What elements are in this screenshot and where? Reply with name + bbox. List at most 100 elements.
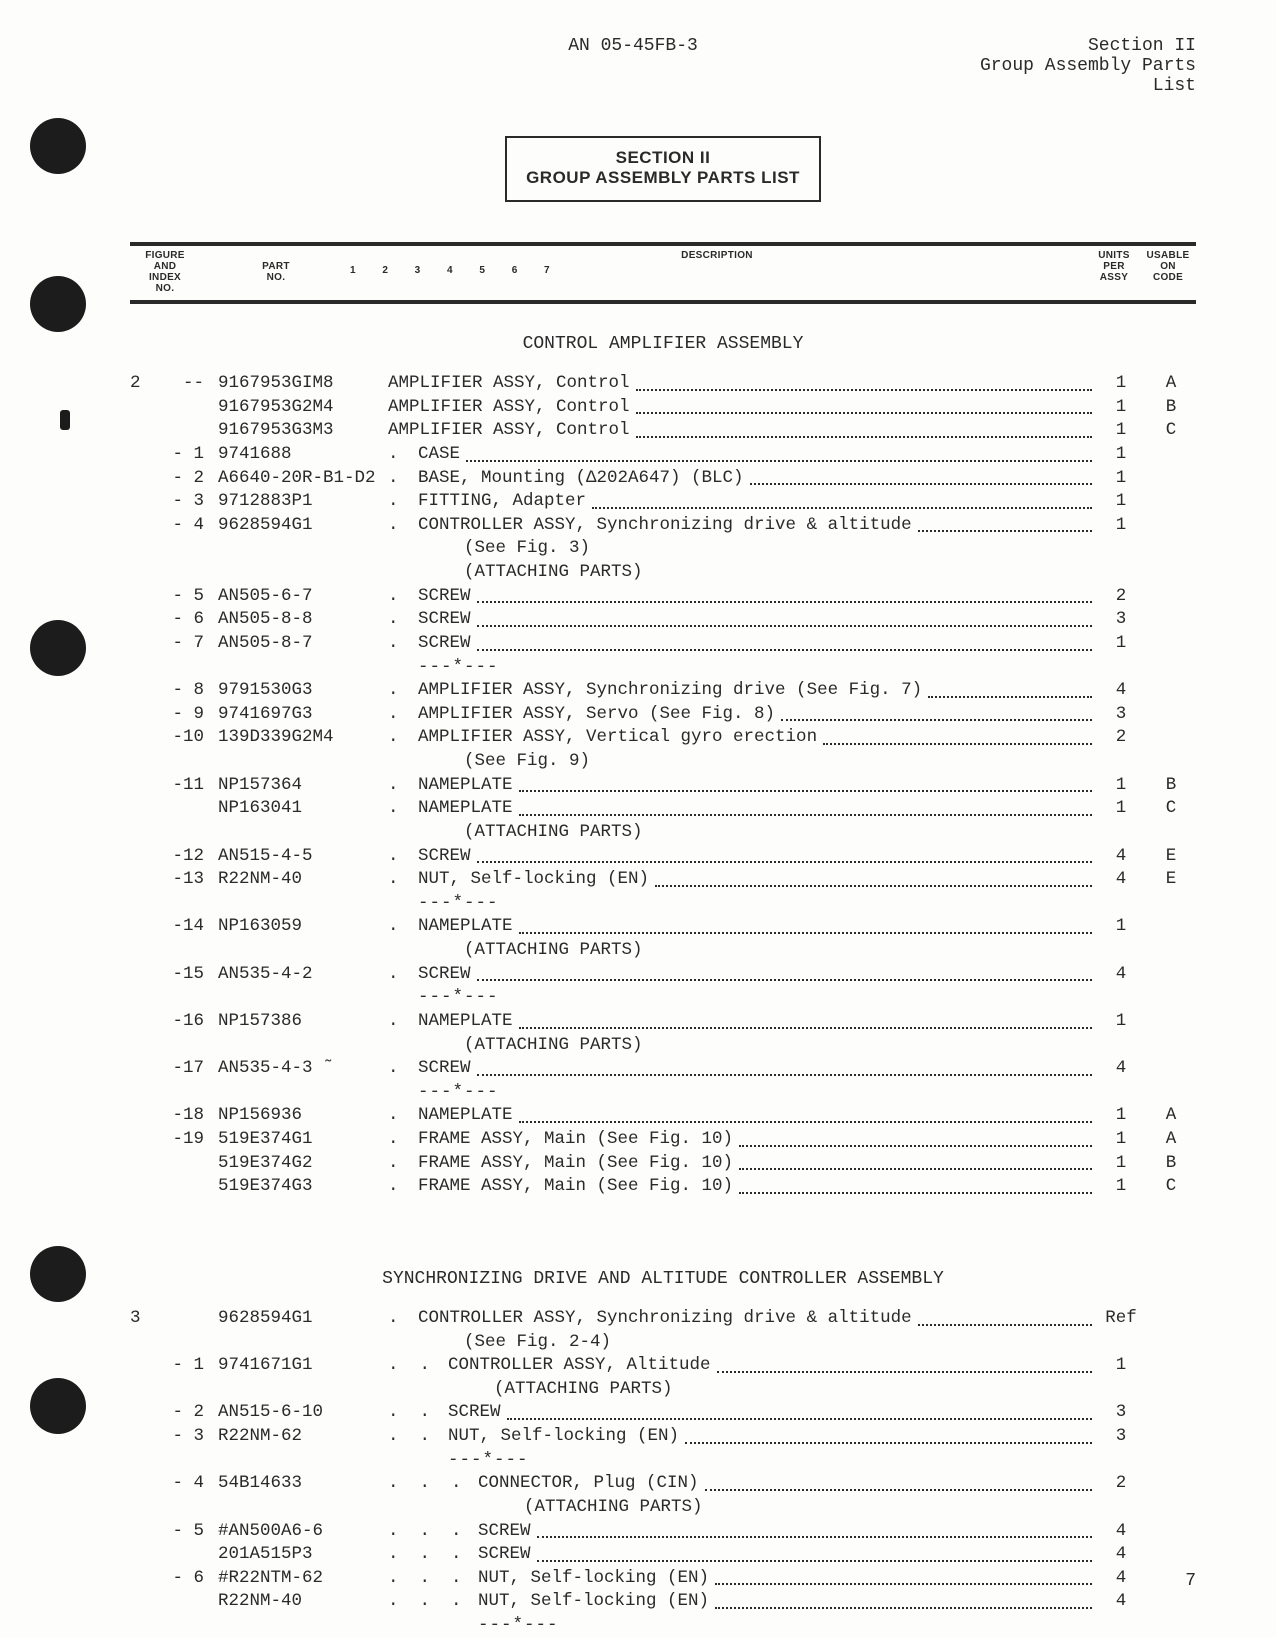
cell-index: - 9 (158, 703, 218, 727)
cell-code: B (1146, 396, 1196, 420)
cell-description: . SCREW---*--- (388, 632, 1096, 679)
leader-dots (477, 845, 1092, 864)
description-subline: (See Fig. 9) (388, 750, 1096, 774)
cell-index: -17 (158, 1057, 218, 1104)
cell-description: . SCREW---*--- (388, 963, 1096, 1010)
section-box-line1: SECTION II (513, 148, 813, 168)
cell-description: . FRAME ASSY, Main (See Fig. 10) (388, 1128, 1096, 1152)
cell-units: 4 (1096, 1057, 1146, 1104)
cell-figure (130, 963, 158, 1010)
cell-description: . NAMEPLATE(ATTACHING PARTS) (388, 1010, 1096, 1057)
table-row: -13R22NM-40. NUT, Self-locking (EN)---*-… (130, 868, 1196, 915)
cell-code (1146, 467, 1196, 491)
cell-index: - 6 (158, 608, 218, 632)
cell-index: - 4 (158, 1472, 218, 1519)
leader-dots (507, 1401, 1092, 1420)
doc-number: AN 05-45FB-3 (330, 36, 936, 96)
indent-dots: . (388, 443, 418, 467)
table-row: -19519E374G1. FRAME ASSY, Main (See Fig.… (130, 1128, 1196, 1152)
cell-units: 2 (1096, 726, 1146, 773)
cell-figure (130, 845, 158, 869)
cell-units: 1 (1096, 632, 1146, 679)
cell-units: 4 (1096, 868, 1146, 915)
punch-hole (30, 276, 86, 332)
cell-units: 3 (1096, 608, 1146, 632)
table-row: 9167953G3M3AMPLIFIER ASSY, Control1C (130, 419, 1196, 443)
cell-units: 1 (1096, 1010, 1146, 1057)
cell-code (1146, 585, 1196, 609)
cell-index: -18 (158, 1104, 218, 1128)
cell-index: - 6 (158, 1567, 218, 1591)
leader-dots (739, 1128, 1092, 1147)
description-text: AMPLIFIER ASSY, Servo (See Fig. 8) (418, 703, 775, 727)
cell-code: A (1146, 372, 1196, 396)
table-row: - 7AN505-8-7. SCREW---*---1 (130, 632, 1196, 679)
cell-figure (130, 1128, 158, 1152)
cell-part-no: 9167953GIM8 (218, 372, 388, 396)
leader-dots (781, 703, 1092, 722)
description-subline: (ATTACHING PARTS) (388, 1034, 1096, 1058)
cell-index: - 3 (158, 1425, 218, 1472)
cell-description: . AMPLIFIER ASSY, Synchronizing drive (S… (388, 679, 1096, 703)
cell-index: - 8 (158, 679, 218, 703)
cell-part-no: 201A515P3 (218, 1543, 388, 1567)
cell-figure (130, 585, 158, 609)
cell-units: 1 (1096, 467, 1146, 491)
cell-index: - 3 (158, 490, 218, 514)
description-separator: ---*--- (388, 986, 1096, 1010)
punch-hole (30, 620, 86, 676)
section-title-box: SECTION II GROUP ASSEMBLY PARTS LIST (505, 136, 821, 202)
description-subline: (ATTACHING PARTS) (388, 561, 1096, 585)
cell-code (1146, 514, 1196, 585)
leader-dots (739, 1175, 1092, 1194)
cell-description: . SCREW (388, 585, 1096, 609)
indent-dots: . (388, 679, 418, 703)
leader-dots (636, 396, 1092, 415)
cell-figure (130, 774, 158, 798)
cell-figure (130, 467, 158, 491)
description-text: NUT, Self-locking (EN) (478, 1590, 709, 1614)
leader-dots (717, 1354, 1092, 1373)
description-text: SCREW (418, 608, 471, 632)
cell-part-no: 9167953G3M3 (218, 419, 388, 443)
header-section: Section II (936, 36, 1196, 56)
indent-dots: . . . (388, 1520, 478, 1544)
cell-figure (130, 1520, 158, 1544)
indent-dots: . (388, 726, 418, 750)
cell-description: . . CONTROLLER ASSY, Altitude(ATTACHING … (388, 1354, 1096, 1401)
description-text: SCREW (418, 632, 471, 656)
page-header: AN 05-45FB-3 Section II Group Assembly P… (130, 36, 1196, 96)
indent-dots: . (388, 915, 418, 939)
cell-code (1146, 1307, 1196, 1354)
cell-part-no: #AN500A6-6 (218, 1520, 388, 1544)
leader-dots (592, 490, 1092, 509)
description-text: SCREW (478, 1543, 531, 1567)
cell-description: . FITTING, Adapter (388, 490, 1096, 514)
cell-units: Ref (1096, 1307, 1146, 1354)
cell-part-no: 9712883P1 (218, 490, 388, 514)
indent-dots: . (388, 797, 418, 821)
small-mark (60, 410, 70, 430)
cell-part-no: AN535-4-2 (218, 963, 388, 1010)
colhdr-code: USABLEONCODE (1140, 250, 1196, 294)
indent-dots: . (388, 774, 418, 798)
table-row: 519E374G2. FRAME ASSY, Main (See Fig. 10… (130, 1152, 1196, 1176)
leader-dots (750, 467, 1092, 486)
leader-dots (918, 1307, 1092, 1326)
indent-dots: . (388, 845, 418, 869)
cell-index (158, 1307, 218, 1354)
leader-dots (537, 1543, 1092, 1562)
cell-code: C (1146, 1175, 1196, 1199)
cell-figure (130, 1104, 158, 1128)
leader-dots (519, 774, 1092, 793)
description-text: NUT, Self-locking (EN) (478, 1567, 709, 1591)
cell-figure (130, 443, 158, 467)
table-row: - 19741688. CASE1 (130, 443, 1196, 467)
table-row: - 6#R22NTM-62. . . NUT, Self-locking (EN… (130, 1567, 1196, 1591)
cell-part-no: 9741671G1 (218, 1354, 388, 1401)
cell-code: B (1146, 774, 1196, 798)
cell-part-no: AN505-6-7 (218, 585, 388, 609)
leader-dots (918, 514, 1092, 533)
header-rule-bottom (130, 300, 1196, 304)
cell-units: 4 (1096, 679, 1146, 703)
